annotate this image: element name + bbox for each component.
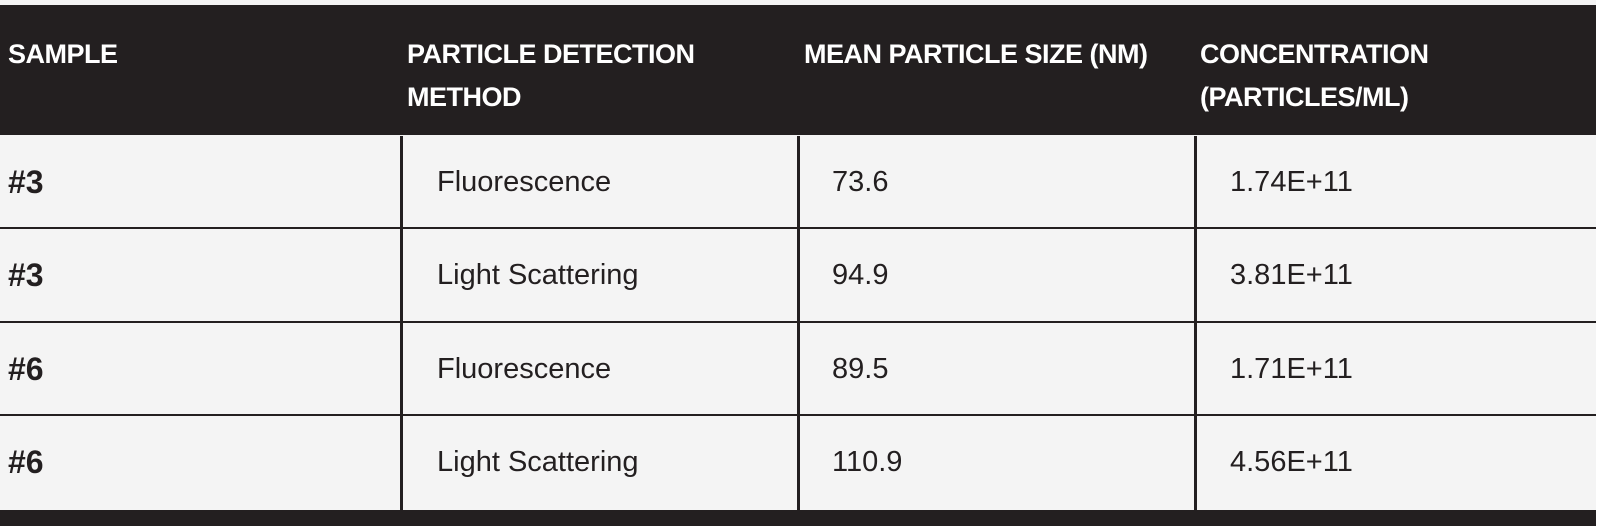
cell-sample: #3 — [8, 256, 44, 293]
header-size-label: MEAN PARTICLE SIZE (NM) — [804, 39, 1148, 69]
column-divider — [797, 136, 800, 520]
cell-sample: #3 — [8, 163, 44, 200]
cell-method: Light Scattering — [437, 258, 639, 291]
header-detection-method: PARTICLE DETECTION METHOD — [407, 5, 787, 135]
cell-concentration: 1.71E+11 — [1230, 352, 1353, 385]
header-concentration: CONCENTRATION (PARTICLES/ML) — [1200, 5, 1590, 135]
table-bottom-border — [0, 510, 1596, 526]
cell-method: Fluorescence — [437, 165, 612, 198]
cell-size: 110.9 — [832, 445, 903, 478]
header-sample: SAMPLE — [8, 5, 388, 135]
header-method-line2: METHOD — [407, 82, 522, 112]
cell-sample: #6 — [8, 350, 44, 387]
cell-sample: #6 — [8, 443, 44, 480]
table-header-row: SAMPLE PARTICLE DETECTION METHOD MEAN PA… — [0, 5, 1596, 135]
header-conc-line2: (PARTICLES/ML) — [1200, 82, 1409, 112]
cell-size: 73.6 — [832, 165, 889, 198]
cell-concentration: 4.56E+11 — [1230, 445, 1353, 478]
column-divider — [1194, 136, 1197, 520]
cell-method: Fluorescence — [437, 352, 612, 385]
header-conc-line1: CONCENTRATION — [1200, 39, 1429, 69]
cell-size: 89.5 — [832, 352, 889, 385]
column-divider — [400, 136, 403, 520]
cell-size: 94.9 — [832, 258, 889, 291]
header-sample-label: SAMPLE — [8, 39, 118, 69]
cell-concentration: 3.81E+11 — [1230, 258, 1353, 291]
cell-concentration: 1.74E+11 — [1230, 165, 1353, 198]
header-mean-particle-size: MEAN PARTICLE SIZE (NM) — [804, 5, 1194, 135]
cell-method: Light Scattering — [437, 445, 639, 478]
header-method-line1: PARTICLE DETECTION — [407, 39, 695, 69]
